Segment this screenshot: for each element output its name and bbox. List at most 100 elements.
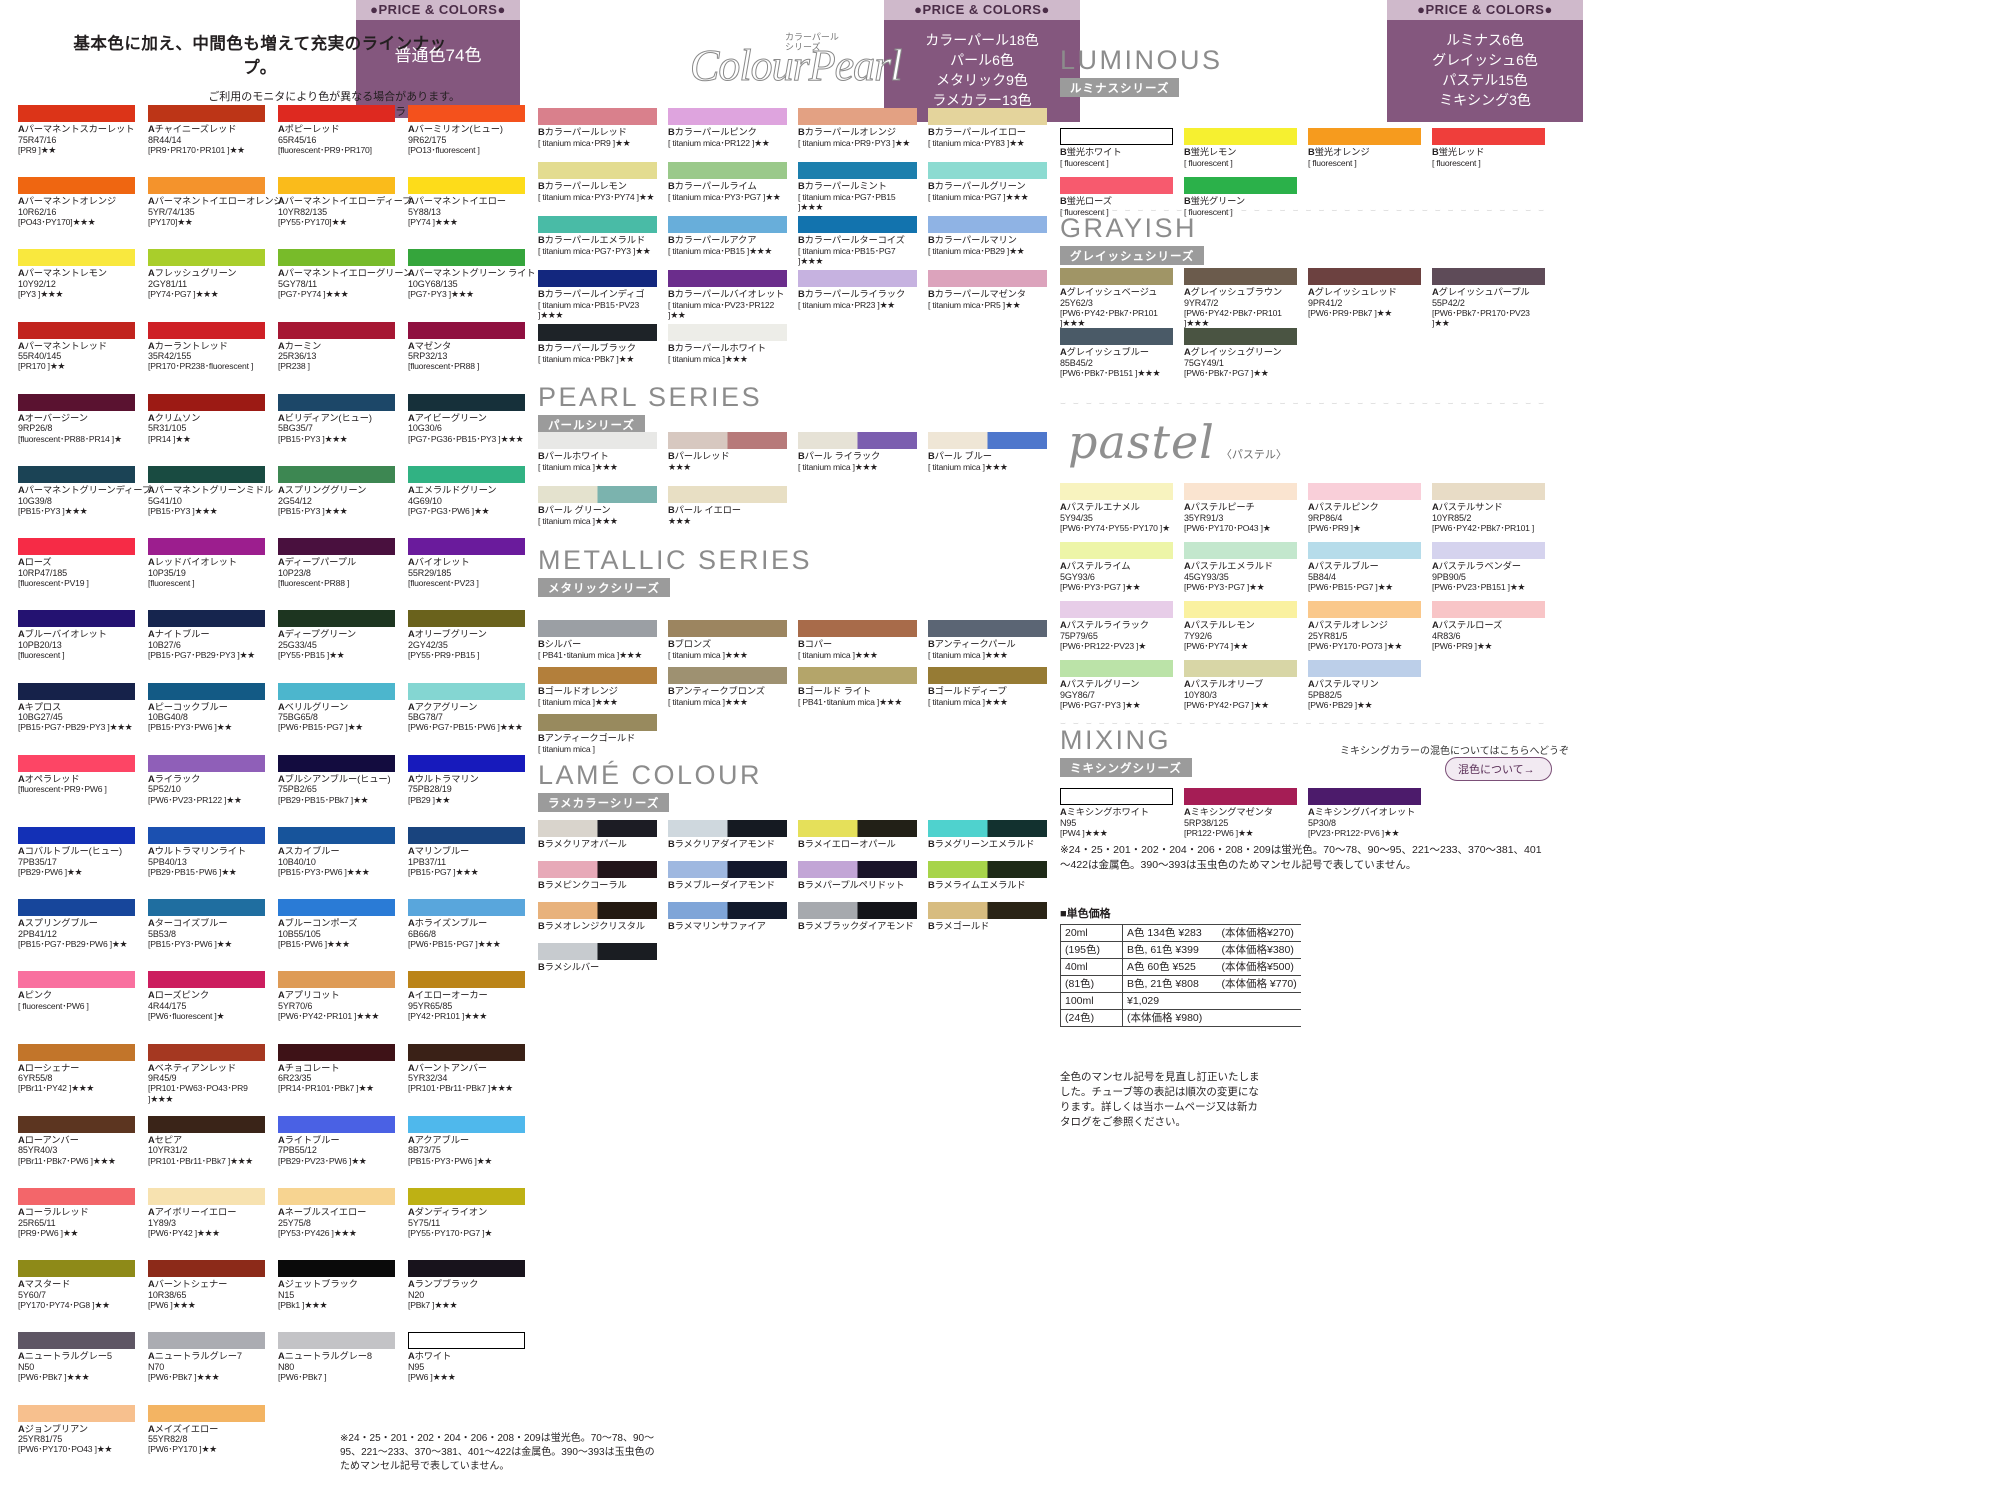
swatch-munsell: 5R31/105 [148,423,187,434]
swatch-pigment: [PW6･PY3･PG7 ]★★ [1060,581,1141,592]
swatch-rank: A [18,846,25,856]
table-row: (24色) (本体価格 ¥980) [1060,1009,1301,1027]
swatch-name: B蛍光レモン [1184,147,1237,157]
color-chip [408,1043,525,1061]
swatch-stars: ★★ [331,217,348,228]
swatch-pigment: [PO13･fluorescent ] [408,144,480,155]
color-swatch: Bラメピンクコーラル [538,861,657,891]
color-chip [798,432,917,449]
swatch-munsell: 25YR81/75 [18,1434,63,1445]
swatch-rank: B [538,451,545,461]
color-swatch: Bシルバー[ PB41･titanium mica ]★★★ [538,620,657,660]
swatch-munsell: 10RP47/185 [18,567,68,578]
color-chip [278,971,395,989]
color-swatch: Aグレイッシュレッド 9PR41/2 [PW6･PR9･PBk7 ]★★ [1308,268,1421,318]
price-table: 20ml A色 134色 ¥283 (本体価格¥270) (195色) B色, … [1060,924,1301,1027]
swatch-rank: B [538,686,545,696]
color-swatch: Bラメクリアオパール [538,820,657,850]
swatch-name: Aミキシングマゼンタ [1184,807,1273,817]
color-swatch: Bカラーパールアクア[ titanium mica･PB15 ]★★★ [668,216,787,256]
swatch-stars: ★★★ [500,433,524,444]
swatch-pigment: [PV23･PR122･PV6 ]★★ [1308,827,1400,838]
swatch-name: Bラメグリーンエメラルド [928,839,1035,849]
swatch-stars: ★★ [201,1444,218,1455]
swatch-rank: A [148,773,155,784]
color-chip [538,216,657,233]
color-swatch: Aカーミン 25R36/13 [PR238 ] [278,321,395,372]
price-box-line: パール6色 [950,52,1014,68]
swatch-pigment: [PB15･PY3 ]★★★ [278,433,348,444]
swatch-rank: A [278,1351,285,1362]
swatch-name: Bアンティークパール [928,639,1016,649]
color-swatch: Bカラーパールエメラルド[ titanium mica･PG7･PY3 ]★★ [538,216,657,256]
color-chip [278,1043,395,1061]
swatch-name: Aライラック [148,773,201,784]
color-swatch: Aウルトラマリン 75PB28/19 [PB29 ]★★ [408,754,525,805]
color-chip [538,432,657,449]
price-box-pearl: ●PRICE & COLORS● カラーパール18色 パール6色 メタリック9色… [884,0,1080,122]
swatch-munsell: 10BG27/45 [18,712,63,723]
swatch-pigment: [ fluorescent ] [1308,157,1357,168]
swatch-pigment: [PW6･PY74･PY55･PY170 ]★ [1060,522,1170,533]
lame-colour-heading: LAMÉ COLOUR [538,760,763,790]
pearl-series-grid: Bパールホワイト[ titanium mica ]★★★ Bパールレッド ★★★ Bパ… [538,432,1047,540]
swatch-name: Bアンティークブロンズ [668,686,765,696]
swatch-name: Aレッドバイオレット [148,557,237,568]
swatch-pigment: ★★★ [668,462,787,472]
swatch-rank: B [928,639,935,649]
swatch-munsell: 7PB35/17 [18,856,57,867]
swatch-name: Bカラーパールレモン [538,181,627,191]
color-chip [538,902,657,919]
color-chip [408,899,525,917]
color-chip [668,162,787,179]
swatch-name: Aアプリコット [278,990,340,1001]
color-swatch: Aローズピンク 4R44/175 [PW6･fluorescent ]★ [148,971,265,1021]
colour-pearl-grid: Bカラーパールレッド[ titanium mica･PR9 ]★★ Bカラーパール… [538,108,1047,378]
swatch-name: Bパール グリーン [538,505,611,515]
table-row: 20ml A色 134色 ¥283 (本体価格¥270) [1060,924,1301,942]
swatch-pigment: ★★★ [668,516,787,526]
lame-colour-subheading: ラメカラーシリーズ [538,793,670,812]
swatch-stars: ★★★ [984,696,1008,707]
mixing-link-button[interactable]: 混色について→ [1445,757,1552,781]
swatch-name: Bパールホワイト [538,451,609,461]
swatch-stars: ★★★ [356,1011,379,1022]
price-sizesub: (24色) [1060,1009,1123,1027]
swatch-rank: A [148,557,155,568]
color-swatch: Aマリンブルー 1PB37/11 [PB15･PG7 ]★★★ [408,827,525,877]
swatch-name: Aパーマネントイエローディープ [278,196,412,207]
color-chip [148,538,265,556]
color-swatch: Aパステルピーチ 35YR91/3 [PW6･PY170･PO43 ]★ [1184,483,1297,533]
color-chip [18,754,135,772]
price-box-header: ●PRICE & COLORS● [1387,0,1583,20]
swatch-pigment: [PB15･PY3･PW6 ]★★★ [278,866,370,877]
color-chip [928,820,1047,837]
color-swatch: Aローシェナー 6YR55/8 [PBr11･PY42 ]★★★ [18,1043,135,1094]
swatch-munsell: 9YR47/2 [1184,297,1219,308]
color-swatch: Bカラーパールマリン[ titanium mica･PB29 ]★★ [928,216,1047,256]
swatch-rank: B [928,181,935,191]
swatch-pigment: [PBr11･PY42 ]★★★ [18,1083,94,1094]
swatch-name: Aグレイッシュレッド [1308,287,1397,297]
color-swatch: Aランプブラック N20 [PBk7 ]★★★ [408,1260,525,1310]
color-chip [278,754,395,772]
color-swatch: Bパール ライラック[ titanium mica ]★★★ [798,432,917,472]
swatch-name: Aパステルマリン [1308,679,1379,689]
swatch-stars: ★★★ [326,939,350,950]
swatch-rank: A [1432,287,1439,297]
swatch-pigment: [PY55･PR9･PB15 ] [408,650,480,661]
swatch-pigment: [PY74･PG7 ]★★★ [148,289,219,300]
swatch-pigment: [PW6･PY42･PR101 ]★★★ [278,1011,379,1022]
swatch-rank: A [148,412,155,423]
color-chip [278,682,395,700]
swatch-rank: B [928,127,935,137]
swatch-rank: B [928,880,935,890]
color-chip [148,682,265,700]
swatch-name: Bシルバー [538,639,582,649]
color-swatch: Aブルーバイオレット 10PB20/13 [fluorescent ] [18,610,135,660]
color-chip [18,899,135,917]
swatch-rank: A [278,1279,285,1290]
swatch-munsell: 55YR82/8 [148,1434,188,1445]
swatch-name: Aコーラルレッド [18,1207,89,1217]
swatch-rank: A [408,1134,415,1145]
